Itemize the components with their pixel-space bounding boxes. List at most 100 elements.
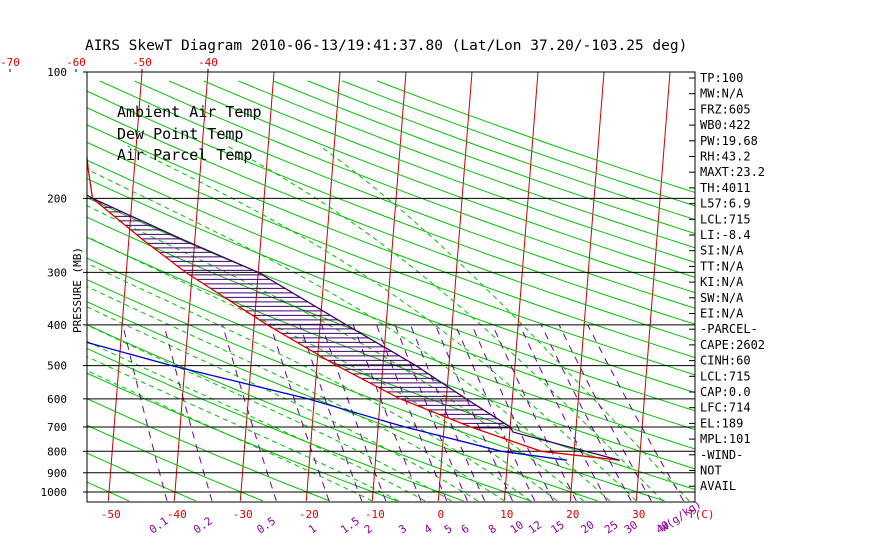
dry-adiabat-line xyxy=(87,124,695,359)
profile-series xyxy=(87,151,620,461)
x-axis-unit-label: T(C) xyxy=(688,508,715,521)
mixing-ratio-tick-label: 1.5 xyxy=(338,514,362,536)
mixing-ratio-line xyxy=(410,324,486,502)
index-item: LFC:714 xyxy=(700,401,751,415)
mixing-ratio-line xyxy=(394,324,468,502)
dry-adiabat-line xyxy=(87,372,397,502)
isotherm-line xyxy=(173,72,209,501)
temp-tick-label-top: -70 xyxy=(0,56,20,69)
temp-tick-label-bottom: -40 xyxy=(167,508,187,521)
temp-tick-label-top: -60 xyxy=(66,56,86,69)
isotherm-line xyxy=(371,72,407,501)
pressure-tick-label: 1000 xyxy=(41,486,68,499)
mixing-ratio-tick-label: 5 xyxy=(442,522,455,536)
temp-tick-label-bottom: 30 xyxy=(632,508,645,521)
pressure-tick-label: 300 xyxy=(47,266,67,279)
index-item: PW:19.68 xyxy=(700,134,758,148)
dry-adiabat-line xyxy=(0,81,62,501)
isotherm-line xyxy=(437,72,473,501)
mixing-ratio-line xyxy=(163,324,213,502)
pressure-tick-label: 200 xyxy=(47,192,67,205)
plot-frame xyxy=(86,71,696,503)
dry-adiabat-line xyxy=(342,80,695,207)
y-axis-label: PRESSURE (MB) xyxy=(71,247,84,333)
index-item: FRZ:605 xyxy=(700,102,751,116)
mixing-ratio-tick-label: 15 xyxy=(549,518,567,536)
mixing-ratio-line xyxy=(587,324,685,502)
mixing-ratio-lines xyxy=(122,324,685,502)
mixing-ratio-tick-label: 6 xyxy=(459,522,472,536)
mixing-ratio-tick-label: 3 xyxy=(396,522,409,536)
index-item: AVAIL xyxy=(700,479,736,493)
moist-adiabat-line xyxy=(87,168,611,502)
index-item: MPL:101 xyxy=(700,432,751,446)
mixing-ratio-line xyxy=(269,324,330,502)
mixing-ratio-tick-label: 4 xyxy=(422,522,435,537)
isotherm-line xyxy=(569,72,605,501)
legend-item-ambient-air-temp: Ambient Air Temp xyxy=(117,103,262,121)
index-item: LCL:715 xyxy=(700,212,751,226)
index-item: SW:N/A xyxy=(700,291,744,305)
dry-adiabat-line xyxy=(238,80,695,249)
isotherm-line xyxy=(239,72,275,501)
mixing-ratio-tick-label: 0.2 xyxy=(191,514,215,536)
dry-adiabat-line xyxy=(99,80,695,309)
index-item: MW:N/A xyxy=(700,87,744,101)
dry-adiabat-line xyxy=(87,279,665,502)
mixing-ratio-tick-label: 2 xyxy=(362,522,375,536)
dry-adiabat-line xyxy=(307,80,695,221)
index-item: -PARCEL- xyxy=(700,322,758,336)
isotherm-line xyxy=(0,63,11,501)
index-item: LCL:715 xyxy=(700,369,751,383)
mixing-ratio-tick-label: 8 xyxy=(486,522,499,536)
index-item: L57:6.9 xyxy=(700,197,751,211)
dry-adiabat-line xyxy=(87,481,130,502)
mixing-ratio-line xyxy=(558,324,652,502)
dry-adiabat-line xyxy=(134,80,695,294)
isotherm-line xyxy=(834,63,868,501)
mixing-ratio-line xyxy=(540,324,632,502)
mixing-ratio-line xyxy=(122,324,168,502)
index-item: EI:N/A xyxy=(700,307,744,321)
temp-tick-label-bottom: -10 xyxy=(365,508,385,521)
temp-tick-label-bottom: -20 xyxy=(299,508,319,521)
pressure-tick-label: 900 xyxy=(47,467,67,480)
temp-tick-label-bottom: 10 xyxy=(500,508,513,521)
index-item: LI:-8.4 xyxy=(700,228,751,242)
pressure-tick-label: 400 xyxy=(47,319,67,332)
mixing-ratio-tick-label: 1 xyxy=(306,522,319,536)
dry-adiabat-line xyxy=(87,301,598,502)
index-item: TT:N/A xyxy=(700,259,744,273)
temp-tick-label-bottom: -50 xyxy=(101,508,121,521)
index-item: MAXT:23.2 xyxy=(700,165,765,179)
index-item: NOT xyxy=(700,464,722,478)
index-item: TH:4011 xyxy=(700,181,751,195)
mixing-ratio-tick-label: 20 xyxy=(578,518,596,536)
mixing-ratio-tick-label: 10 xyxy=(508,518,526,536)
cape-hatch-area xyxy=(97,202,511,429)
pressure-tick-label: 800 xyxy=(47,445,67,458)
mixing-ratio-tick-label: 0.5 xyxy=(254,514,278,536)
legend-item-dew-point-temp: Dew Point Temp xyxy=(117,125,243,143)
dew-point-temp-line xyxy=(87,341,567,461)
temp-tick-label-bottom: -30 xyxy=(233,508,253,521)
plot-border xyxy=(86,71,696,503)
dry-adiabat-line xyxy=(87,452,197,502)
dry-adiabat-line xyxy=(87,424,264,502)
pressure-tick-label: 700 xyxy=(47,421,67,434)
isobar-lines xyxy=(87,197,695,493)
index-item: SI:N/A xyxy=(700,244,744,258)
mixing-ratio-line xyxy=(492,324,577,502)
pressure-tick-label: 500 xyxy=(47,360,67,373)
temp-tick-label-top: -50 xyxy=(132,56,152,69)
mixing-ratio-line xyxy=(222,324,277,502)
isotherm-line xyxy=(768,63,802,501)
index-item: CAPE:2602 xyxy=(700,338,765,352)
dry-adiabat-line xyxy=(87,90,695,325)
isotherm-line xyxy=(305,72,341,501)
mixing-ratio-tick-label: 25 xyxy=(602,518,620,536)
mixing-ratio-tick-label: 12 xyxy=(526,518,544,536)
dry-adiabat-line xyxy=(87,347,464,502)
